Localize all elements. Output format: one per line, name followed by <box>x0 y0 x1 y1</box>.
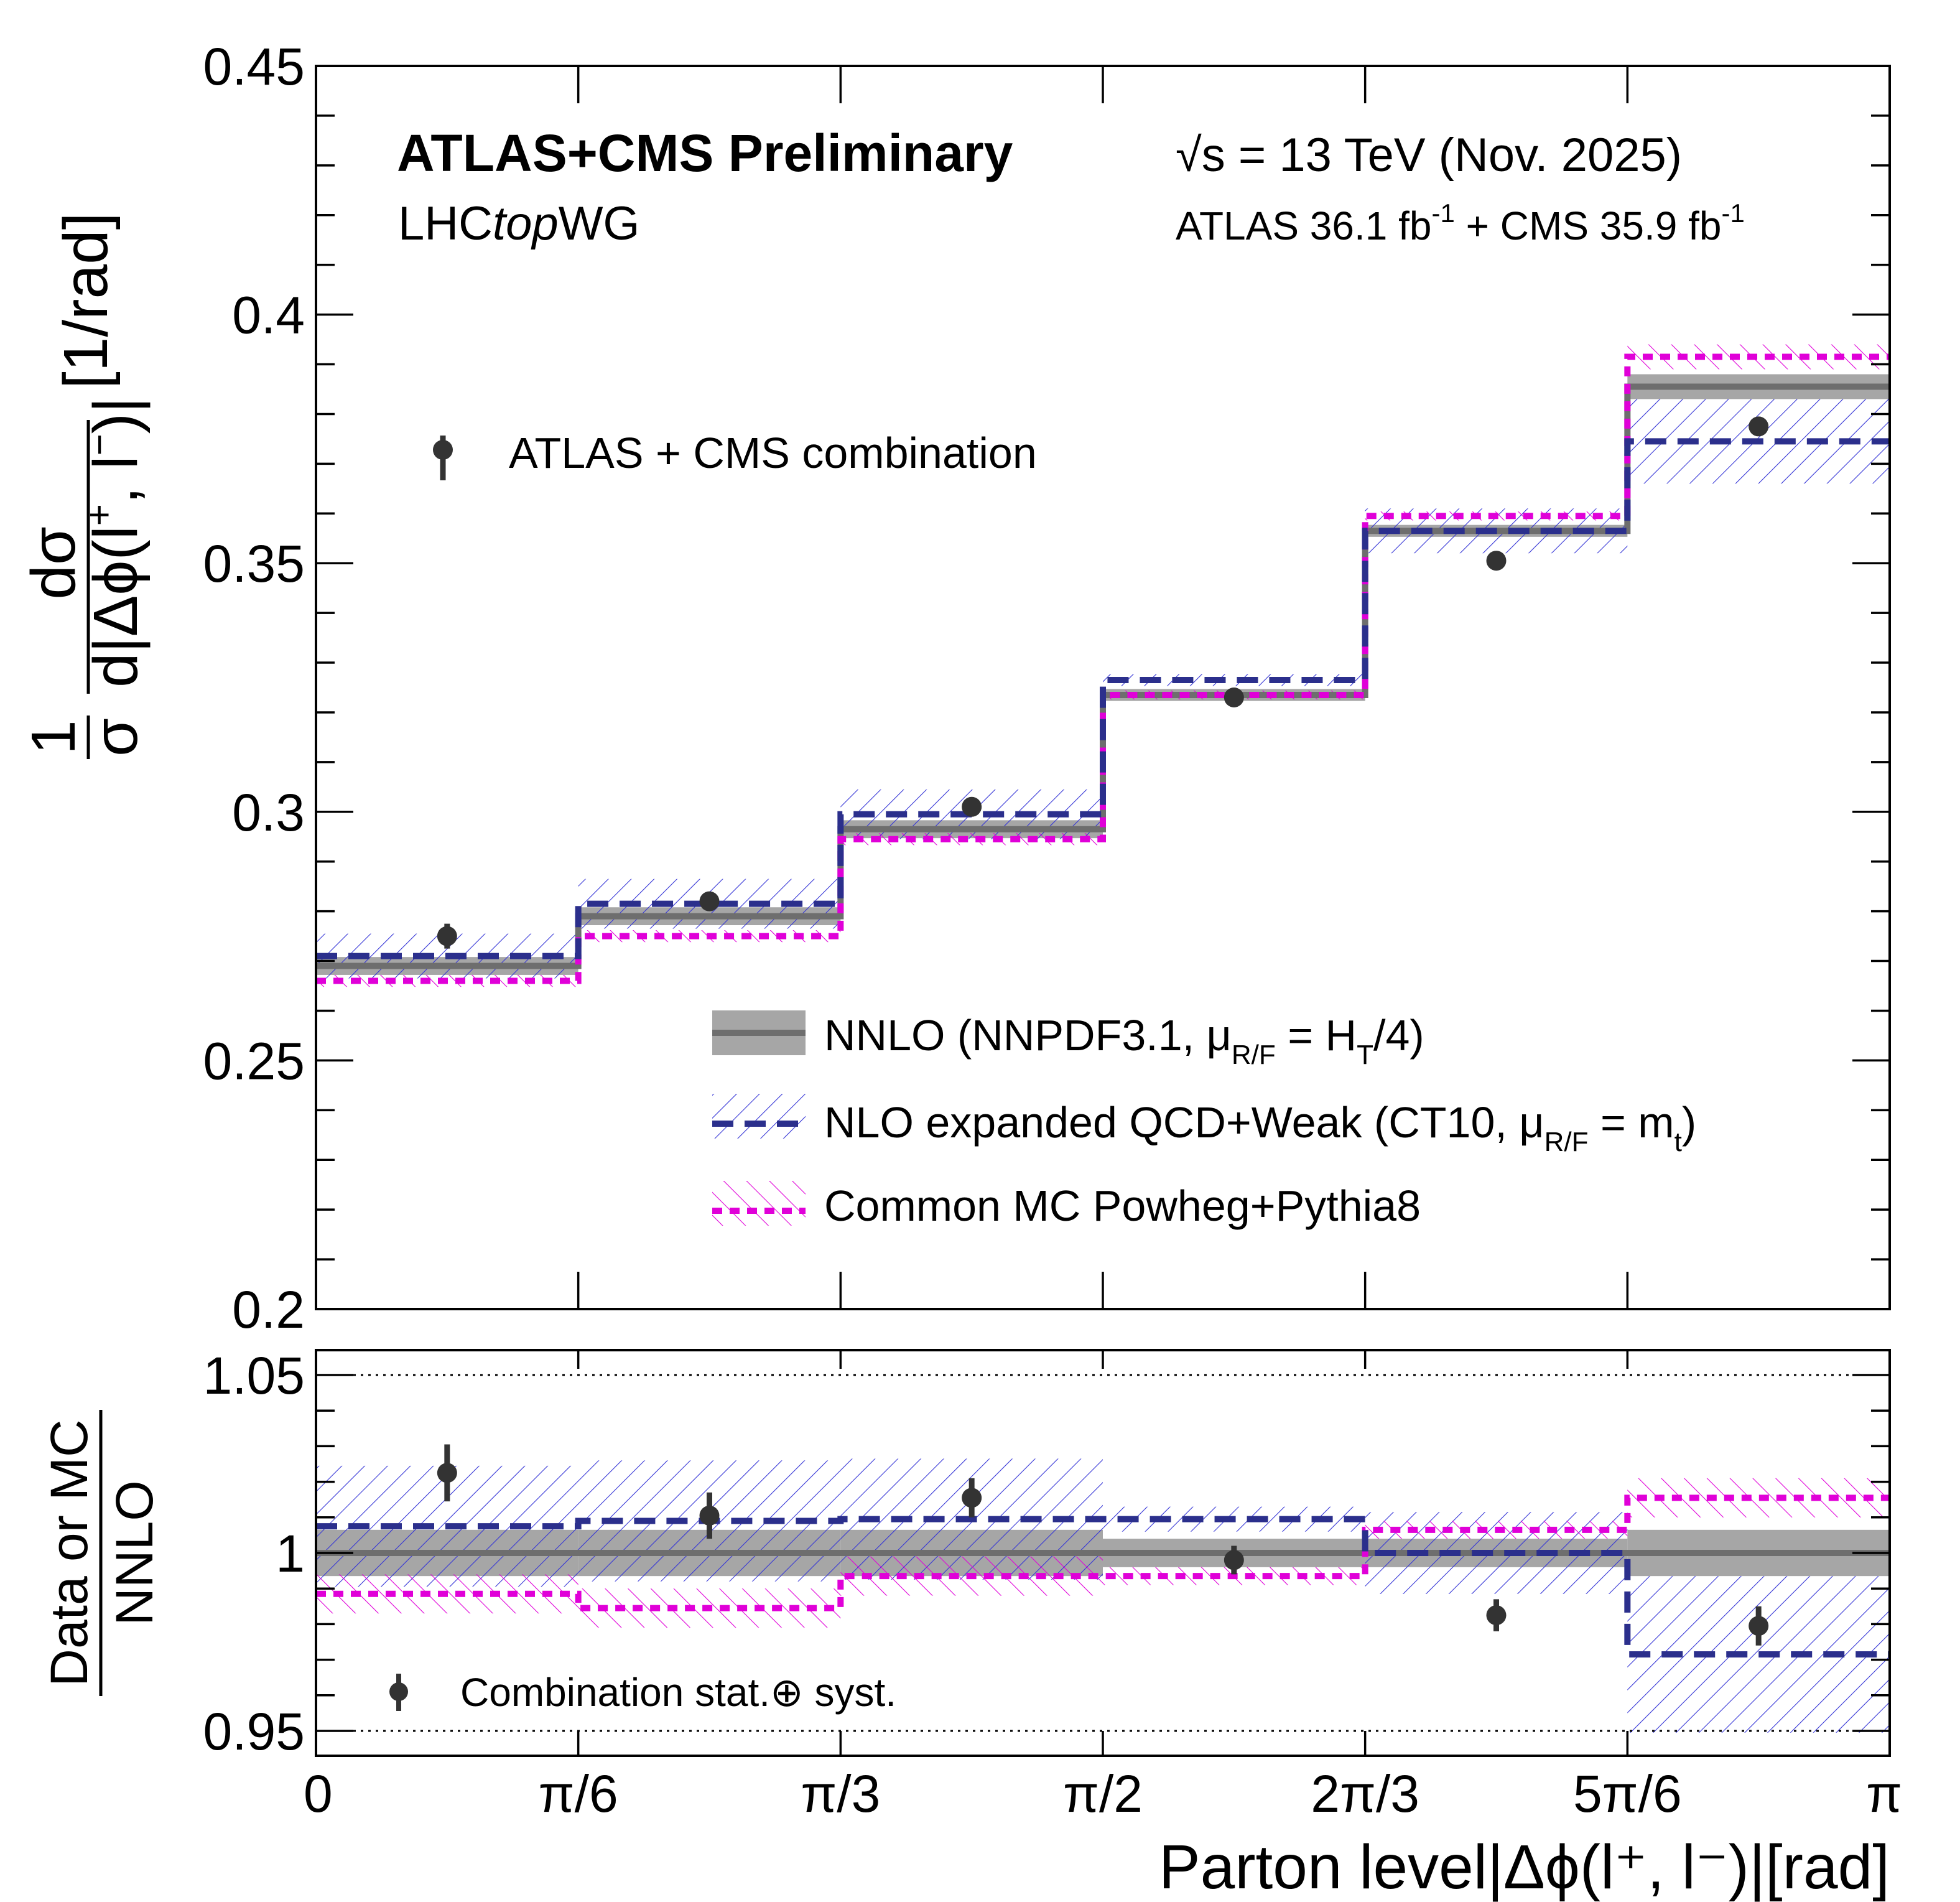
y-title-unit: [1/rad] <box>51 213 121 389</box>
main-data-point-1 <box>699 891 720 911</box>
y-title-frac-den: σ <box>81 718 151 757</box>
ratio-mc-band-bin-5 <box>1627 1478 1890 1517</box>
ratio-ytick-label-1: 1 <box>276 1524 305 1583</box>
main-ytick-label-2: 0.3 <box>232 783 305 842</box>
main-nlo-line <box>316 438 1890 959</box>
x-axis-title: Parton level|Δϕ(l⁺, l⁻)|[rad] <box>1159 1832 1890 1902</box>
legend-ratio-marker <box>389 1682 408 1701</box>
ratio-axis-ticks <box>315 1350 1891 1756</box>
ratio-data-point-4 <box>1486 1605 1507 1626</box>
ratio-panel: 0.95 1 1.05 0 π/6 π/3 π/2 2π/3 5π/6 π Combinatio… <box>40 1346 1902 1902</box>
main-ytick-label-1: 0.25 <box>203 1032 305 1090</box>
group-label: LHCtopWG <box>398 197 640 250</box>
main-ytick-label-3: 0.35 <box>203 534 305 593</box>
main-ytick-label-0: 0.2 <box>232 1280 305 1339</box>
energy-label: √s = 13 TeV (Nov. 2025) <box>1176 129 1682 182</box>
main-nlo-band-bin-3 <box>1103 674 1365 686</box>
y-title-den: d|Δϕ(l+, l−)| <box>78 397 151 688</box>
x-tick-labels: 0 π/6 π/3 π/2 2π/3 5π/6 π <box>304 1764 1902 1823</box>
main-y-axis-title: 1 σ dσ d|Δϕ(l+, l−)| [1/rad] <box>19 213 151 759</box>
x-tick-label-1: π/6 <box>539 1764 618 1823</box>
legend-nlo-band <box>712 1094 806 1139</box>
ratio-reference-lines <box>316 1374 1890 1732</box>
legend-nlo-label: NLO expanded QCD+Weak (CT10, μR/F = mt) <box>824 1098 1696 1157</box>
main-y-tick-labels: 0.2 0.25 0.3 0.35 0.4 0.45 <box>203 37 305 1339</box>
ratio-data-point-3 <box>1224 1550 1244 1570</box>
legend-mc-band <box>712 1181 806 1226</box>
main-mc-band-bin-5 <box>1627 344 1890 370</box>
x-tick-label-5: 5π/6 <box>1573 1764 1682 1823</box>
ratio-mc-line <box>316 1494 1890 1611</box>
main-axis-ticks <box>315 65 1891 1310</box>
main-data-point-5 <box>1749 416 1769 437</box>
legend-data-marker <box>433 440 453 460</box>
main-data-point-3 <box>1224 687 1244 707</box>
ratio-y-axis-title: Data or MC NNLO <box>40 1410 164 1696</box>
x-tick-label-2: π/3 <box>801 1764 880 1823</box>
ratio-ytick-label-2: 1.05 <box>203 1346 305 1405</box>
y-title-frac-num: 1 <box>19 720 88 755</box>
ratio-data-point-0 <box>437 1463 457 1483</box>
main-data-points <box>437 416 1769 949</box>
main-data-point-2 <box>962 796 982 817</box>
experiment-label: ATLAS+CMS Preliminary <box>397 124 1013 182</box>
legend-main: ATLAS + CMS combination NNLO (NNPDF3.1, … <box>433 429 1696 1230</box>
main-data-point-0 <box>437 926 457 946</box>
main-data-point-4 <box>1486 551 1507 571</box>
ratio-y-tick-labels: 0.95 1 1.05 <box>203 1346 305 1761</box>
legend-mc-label: Common MC Powheg+Pythia8 <box>824 1182 1421 1230</box>
ratio-data-point-2 <box>962 1488 982 1508</box>
ratio-data-point-5 <box>1749 1616 1769 1636</box>
main-ytick-label-5: 0.45 <box>203 37 305 96</box>
ratio-y-title-num: Data or MC <box>40 1419 98 1686</box>
main-prediction-lines <box>316 353 1890 984</box>
legend-nnlo-label: NNLO (NNPDF3.1, μR/F = HT/4) <box>824 1011 1424 1070</box>
ratio-ytick-label-0: 0.95 <box>203 1702 305 1761</box>
x-tick-label-4: 2π/3 <box>1311 1764 1419 1823</box>
ratio-y-title-den: NNLO <box>105 1480 164 1625</box>
main-panel: 0.2 0.25 0.3 0.35 0.4 0.45 ATLAS+CMS Prelimin… <box>19 37 1891 1339</box>
ratio-nlo-line <box>316 1516 1890 1657</box>
main-ytick-label-4: 0.4 <box>232 286 305 345</box>
ratio-data-point-1 <box>699 1505 720 1526</box>
ratio-prediction-lines <box>316 1494 1890 1657</box>
x-tick-label-6: π <box>1866 1764 1902 1823</box>
y-title-num: dσ <box>19 526 88 599</box>
luminosity-label: ATLAS 36.1 fb-1 + CMS 35.9 fb-1 <box>1176 198 1745 248</box>
ratio-data-points <box>437 1444 1769 1646</box>
legend-ratio-label: Combination stat.⊕ syst. <box>460 1670 896 1715</box>
legend-data-label: ATLAS + CMS combination <box>509 429 1037 477</box>
x-tick-label-3: π/2 <box>1063 1764 1143 1823</box>
x-tick-label-0: 0 <box>304 1764 333 1823</box>
